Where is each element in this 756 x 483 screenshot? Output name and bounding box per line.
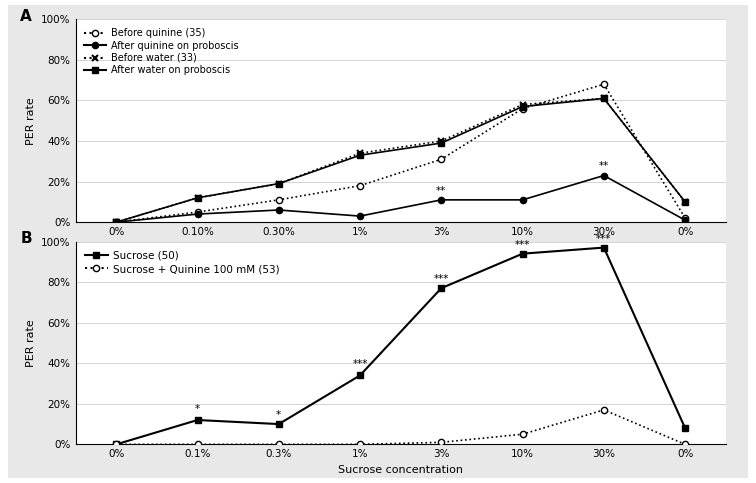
Text: ***: ***	[596, 233, 612, 243]
Legend: Sucrose (50), Sucrose + Quinine 100 mM (53): Sucrose (50), Sucrose + Quinine 100 mM (…	[81, 247, 284, 278]
Text: ***: ***	[352, 359, 367, 369]
Text: *: *	[276, 410, 281, 420]
Y-axis label: PER rate: PER rate	[26, 319, 36, 367]
Text: A: A	[20, 9, 32, 24]
X-axis label: Sucrose concentration: Sucrose concentration	[338, 242, 463, 253]
Text: *: *	[195, 404, 200, 414]
Text: ***: ***	[434, 274, 449, 284]
X-axis label: Sucrose concentration: Sucrose concentration	[338, 465, 463, 475]
Y-axis label: PER rate: PER rate	[26, 97, 36, 144]
Text: **: **	[436, 186, 447, 196]
Legend: Before quinine (35), After quinine on proboscis, Before water (33), After water : Before quinine (35), After quinine on pr…	[80, 24, 242, 79]
Text: B: B	[20, 231, 32, 246]
Text: **: **	[599, 161, 609, 171]
Text: ***: ***	[515, 240, 530, 250]
